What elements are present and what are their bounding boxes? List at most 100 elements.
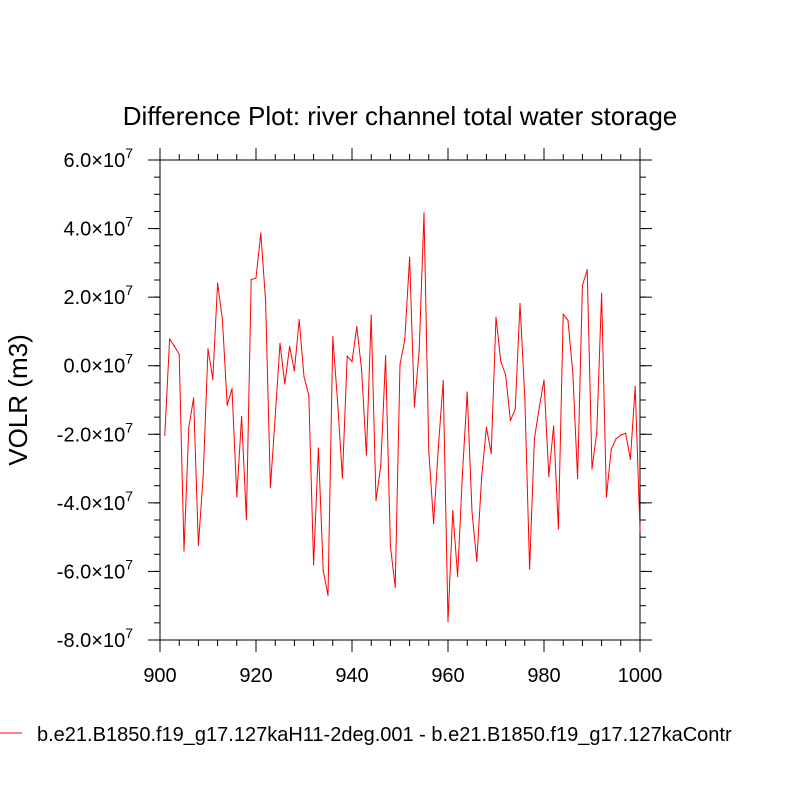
data-point bbox=[293, 370, 295, 372]
data-point bbox=[380, 464, 382, 467]
data-point bbox=[481, 477, 483, 479]
data-point bbox=[399, 364, 401, 366]
x-tick-label: 940 bbox=[335, 665, 368, 687]
chart-title: Difference Plot: river channel total wat… bbox=[123, 101, 677, 131]
x-tick-label: 900 bbox=[143, 665, 176, 687]
data-point bbox=[442, 380, 444, 382]
data-point bbox=[197, 544, 199, 546]
data-point bbox=[260, 232, 262, 234]
axis-ticks bbox=[148, 148, 652, 652]
data-point bbox=[207, 348, 209, 350]
data-point bbox=[548, 475, 550, 478]
data-point bbox=[173, 345, 175, 347]
data-point bbox=[452, 510, 454, 512]
data-point bbox=[461, 474, 463, 476]
data-point bbox=[418, 349, 420, 351]
data-point bbox=[577, 477, 579, 480]
y-tick-label: -8.0×107 bbox=[57, 625, 133, 652]
data-point bbox=[557, 528, 560, 530]
y-tick-labels: 6.0×107 4.0×107 2.0×107 0.0×107 -2.0×107 -4.0… bbox=[57, 145, 133, 652]
data-point bbox=[217, 282, 219, 284]
data-point bbox=[610, 449, 612, 451]
data-point bbox=[202, 474, 204, 477]
data-point bbox=[346, 355, 348, 357]
data-point bbox=[255, 277, 257, 279]
data-point bbox=[361, 369, 363, 371]
data-point bbox=[490, 452, 492, 455]
data-point bbox=[553, 425, 555, 427]
data-points bbox=[164, 212, 641, 623]
data-point bbox=[514, 408, 516, 410]
data-point bbox=[365, 454, 367, 456]
data-point bbox=[279, 342, 281, 345]
x-tick-label: 1000 bbox=[618, 665, 663, 687]
data-point bbox=[485, 426, 487, 429]
data-point bbox=[572, 372, 574, 374]
data-point bbox=[447, 620, 449, 623]
data-point bbox=[591, 468, 593, 470]
data-point bbox=[308, 394, 310, 396]
data-point bbox=[639, 530, 641, 532]
data-point bbox=[284, 383, 286, 385]
data-point bbox=[505, 374, 507, 376]
data-point bbox=[250, 279, 252, 281]
data-point bbox=[289, 345, 291, 348]
data-point bbox=[337, 401, 339, 403]
data-point bbox=[533, 438, 536, 440]
data-point bbox=[413, 406, 415, 408]
data-point bbox=[471, 511, 473, 513]
series-line bbox=[164, 212, 641, 622]
x-tick-labels: 900 920 940 960 980 1000 bbox=[143, 665, 662, 687]
data-point bbox=[351, 361, 353, 363]
data-point bbox=[183, 550, 185, 552]
data-point bbox=[601, 292, 603, 294]
data-point bbox=[500, 361, 502, 363]
data-point bbox=[375, 499, 377, 502]
data-point bbox=[327, 594, 329, 597]
data-point bbox=[615, 438, 617, 440]
data-point bbox=[457, 575, 459, 577]
data-point bbox=[586, 269, 588, 271]
data-point bbox=[178, 353, 180, 355]
y-tick-label: 4.0×107 bbox=[63, 214, 133, 241]
data-point bbox=[562, 313, 564, 315]
data-point bbox=[245, 519, 247, 521]
data-point bbox=[322, 569, 324, 572]
data-point bbox=[524, 396, 526, 398]
data-point bbox=[581, 284, 584, 287]
y-tick-label: 0.0×107 bbox=[63, 351, 133, 378]
data-point bbox=[543, 379, 545, 381]
data-point bbox=[394, 586, 396, 588]
x-tick-label: 980 bbox=[527, 665, 560, 687]
data-point bbox=[212, 378, 214, 380]
data-point bbox=[538, 407, 540, 409]
data-point bbox=[303, 376, 305, 378]
data-point bbox=[221, 318, 223, 321]
data-point bbox=[341, 477, 343, 479]
data-point bbox=[274, 416, 276, 418]
data-point bbox=[193, 397, 195, 399]
data-point bbox=[370, 314, 372, 316]
data-point bbox=[226, 404, 228, 406]
data-point bbox=[389, 545, 391, 547]
data-point bbox=[466, 391, 468, 393]
data-point bbox=[596, 431, 598, 433]
data-point bbox=[634, 386, 636, 388]
y-tick-label: -4.0×107 bbox=[57, 488, 133, 515]
data-point bbox=[409, 256, 411, 258]
plot-frame bbox=[159, 159, 641, 641]
data-point bbox=[423, 212, 425, 214]
data-point bbox=[313, 564, 315, 566]
y-tick-label: 2.0×107 bbox=[63, 282, 133, 309]
data-point bbox=[164, 434, 166, 436]
y-tick-label: -2.0×107 bbox=[57, 419, 133, 446]
data-point bbox=[437, 446, 439, 448]
data-point bbox=[169, 338, 171, 340]
y-tick-label: 6.0×107 bbox=[63, 145, 133, 172]
data-point bbox=[188, 426, 190, 429]
y-tick-label: -6.0×107 bbox=[57, 556, 133, 583]
data-point bbox=[298, 319, 300, 321]
data-point bbox=[231, 388, 233, 390]
data-point bbox=[241, 415, 243, 418]
data-point bbox=[529, 568, 531, 570]
